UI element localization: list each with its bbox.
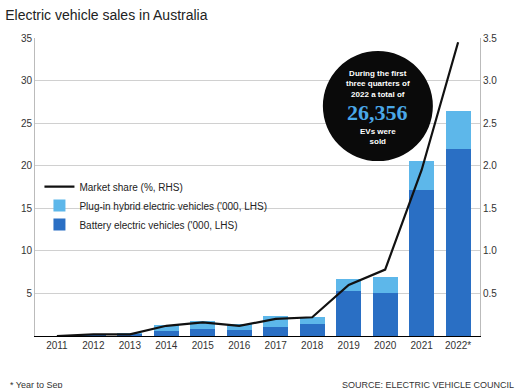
svg-text:EVs weresold: EVs weresold [360,127,396,146]
svg-text:2018: 2018 [301,340,324,351]
svg-text:2011: 2011 [46,340,68,351]
svg-text:0.5: 0.5 [483,288,497,299]
svg-text:2020: 2020 [374,340,397,351]
svg-text:30: 30 [21,75,33,86]
svg-text:2021: 2021 [411,340,434,351]
svg-text:Battery electric vehicles ('00: Battery electric vehicles ('000, LHS) [79,220,237,231]
svg-text:* Year to Sep: * Year to Sep [10,380,63,388]
svg-text:During the firstthree quarters: During the firstthree quarters of2022 a … [346,69,410,99]
svg-text:Electric vehicle sales in Aust: Electric vehicle sales in Australia [5,7,208,23]
svg-text:25: 25 [21,118,33,129]
svg-text:Plug-in hybrid electric vehicl: Plug-in hybrid electric vehicles ('000, … [79,201,267,212]
svg-text:10: 10 [21,245,33,256]
svg-text:26,356: 26,356 [347,100,408,125]
svg-text:1.5: 1.5 [483,203,497,214]
svg-text:3.5: 3.5 [483,33,497,44]
svg-text:2013: 2013 [119,340,142,351]
svg-text:1.0: 1.0 [483,245,497,256]
svg-text:2017: 2017 [265,340,288,351]
svg-text:15: 15 [21,203,33,214]
svg-text:2016: 2016 [228,340,251,351]
svg-text:2.0: 2.0 [483,160,497,171]
svg-text:35: 35 [21,33,33,44]
svg-text:SOURCE: ELECTRIC VEHICLE COUNC: SOURCE: ELECTRIC VEHICLE COUNCIL [342,380,514,388]
svg-text:2.5: 2.5 [483,118,497,129]
svg-text:2014: 2014 [155,340,178,351]
svg-text:2019: 2019 [338,340,361,351]
svg-text:2022*: 2022* [445,340,471,351]
svg-text:2012: 2012 [82,340,105,351]
svg-text:3.0: 3.0 [483,75,497,86]
svg-text:20: 20 [21,160,33,171]
svg-text:5: 5 [26,288,32,299]
svg-text:2015: 2015 [192,340,215,351]
svg-text:Market share (%, RHS): Market share (%, RHS) [79,182,182,193]
